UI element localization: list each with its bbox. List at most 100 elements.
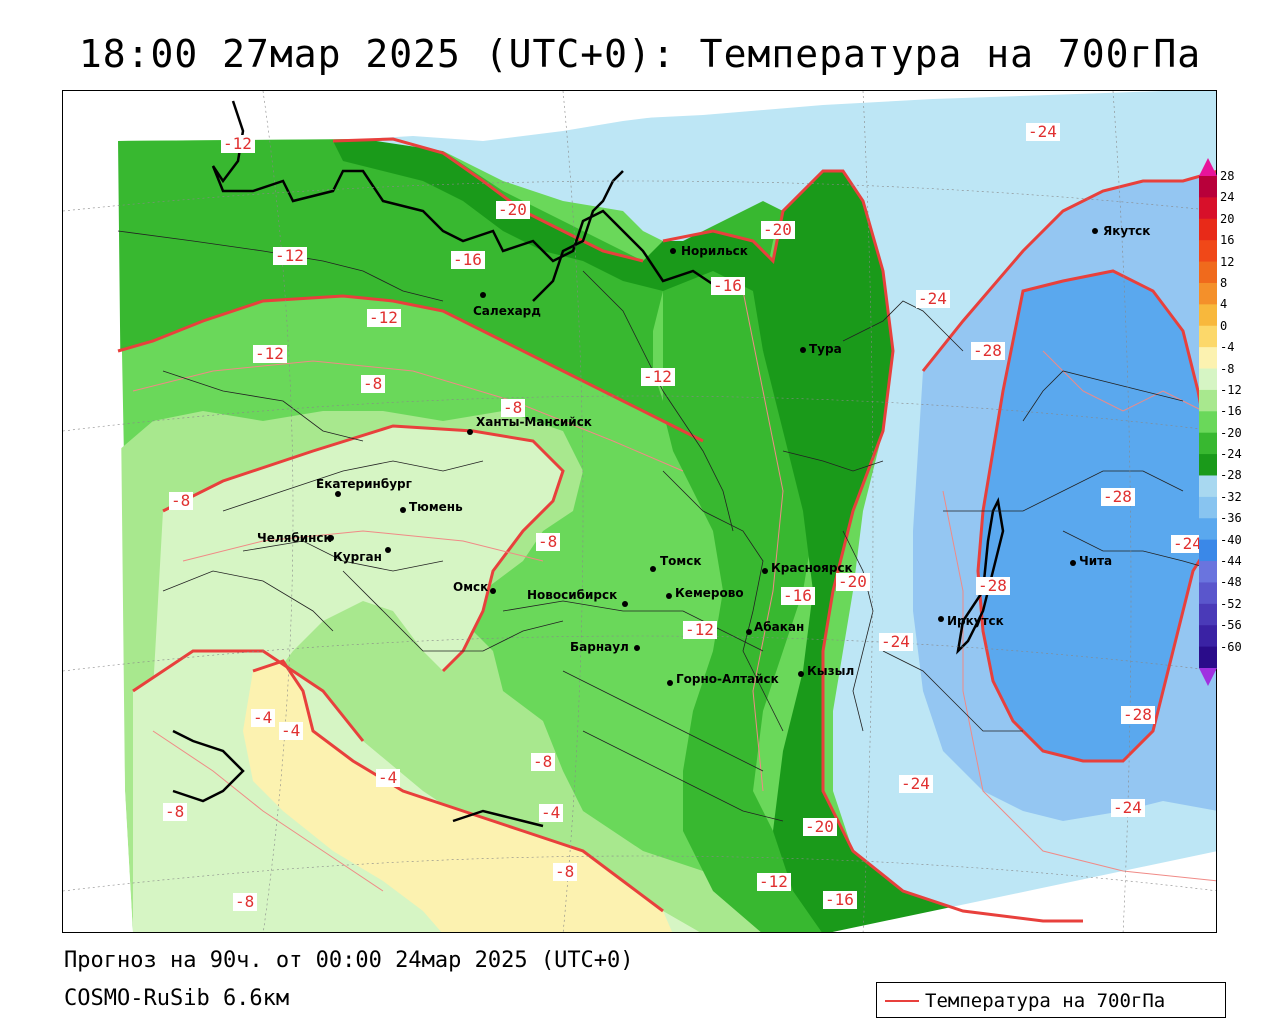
city-label: Кызыл bbox=[807, 664, 854, 678]
colorbar-tick-label: 4 bbox=[1220, 297, 1228, 312]
colorbar-swatch bbox=[1199, 325, 1217, 348]
city-label: Норильск bbox=[681, 244, 748, 258]
isotherm-label: -28 bbox=[1103, 487, 1132, 506]
colorbar-swatch bbox=[1199, 176, 1217, 198]
legend-label: Температура на 700гПа bbox=[925, 990, 1166, 1012]
city-yakutsk: Якутск bbox=[1092, 224, 1150, 238]
colorbar-tick-label: -60 bbox=[1220, 639, 1242, 654]
isotherm-label: -20 bbox=[763, 220, 792, 239]
isotherm-label: -8 bbox=[533, 752, 552, 771]
colorbar-swatch bbox=[1199, 603, 1217, 626]
colorbar-swatch bbox=[1199, 646, 1217, 669]
city-norilsk: Норильск bbox=[670, 244, 748, 258]
isotherm-label: -20 bbox=[805, 817, 834, 836]
isotherm-label: -8 bbox=[538, 532, 557, 551]
colorbar-tick-label: 16 bbox=[1220, 233, 1235, 248]
colorbar-swatch bbox=[1199, 454, 1217, 476]
forecast-info: Прогноз на 90ч. от 00:00 24мар 2025 (UTC… bbox=[64, 948, 634, 973]
colorbar-swatch bbox=[1199, 282, 1217, 305]
isotherm-label: -24 bbox=[901, 774, 930, 793]
isotherm-label-bg bbox=[1111, 799, 1145, 817]
isotherm-contours-minor bbox=[132, 290, 1216, 892]
city-irkutsk: Иркутск bbox=[938, 614, 1004, 628]
colorbar-swatch bbox=[1199, 304, 1217, 327]
isotherm-label: -24 bbox=[1113, 798, 1142, 817]
isotherm-label: -16 bbox=[713, 276, 742, 295]
city-label: Горно-Алтайск bbox=[676, 672, 779, 686]
isotherm-label-bg bbox=[899, 775, 933, 793]
isotherm-label-layer: -12-12-12-12-16-8-8-8-8-4-4-4-4-4-8-8-8-… bbox=[163, 122, 1205, 911]
isotherm-label-bg bbox=[976, 577, 1010, 595]
colorbar-swatch bbox=[1199, 518, 1217, 541]
isotherm-label-bg bbox=[451, 251, 485, 269]
isotherm-label-bg bbox=[641, 368, 675, 386]
field-medium-green-east bbox=[663, 201, 823, 932]
isotherm-label: -4 bbox=[378, 768, 397, 787]
isotherm-label-bg bbox=[683, 621, 717, 639]
colorbar-tick-label: -48 bbox=[1220, 575, 1242, 590]
colorbar: 28 24 20 16 12 8 4 0 -4 -8 -12 -16 -20 -24 -28 -32 -36 -4… bbox=[1198, 158, 1268, 698]
city-krasnoyarsk: Красноярск bbox=[762, 561, 853, 575]
model-name: COSMO-RuSib 6.6км bbox=[64, 986, 290, 1011]
colorbar-tick-label: 0 bbox=[1220, 318, 1228, 333]
city-barnaul: Барнаул bbox=[570, 640, 640, 654]
isotherm-label: -12 bbox=[275, 246, 304, 265]
isotherm-label: -12 bbox=[685, 620, 714, 639]
isotherm-label-bg bbox=[536, 533, 560, 551]
isotherm-label-bg bbox=[1026, 123, 1060, 141]
isotherm-label-bg bbox=[251, 709, 275, 727]
coastlines bbox=[172, 100, 1005, 828]
colorbar-swatch bbox=[1199, 561, 1217, 583]
isotherm-label: -24 bbox=[1028, 122, 1057, 141]
isotherm-label: -12 bbox=[759, 872, 788, 891]
isotherm-label-bg bbox=[376, 769, 400, 787]
colorbar-swatch bbox=[1199, 625, 1217, 648]
colorbar-tick-label: -36 bbox=[1220, 511, 1242, 526]
isotherm-label: -8 bbox=[171, 491, 190, 510]
colorbar-tick-label: -12 bbox=[1220, 382, 1242, 397]
isotherm-label-bg bbox=[757, 873, 791, 891]
colorbar-tick-label: -40 bbox=[1220, 532, 1242, 547]
isotherm-label-bg bbox=[803, 818, 837, 836]
city-label: Кемерово bbox=[675, 586, 744, 600]
isotherm-label: -24 bbox=[881, 632, 910, 651]
isotherm-label-bg bbox=[761, 221, 795, 239]
colorbar-swatch bbox=[1199, 432, 1217, 455]
isotherm-label: -4 bbox=[253, 708, 272, 727]
isotherm-label-bg bbox=[781, 587, 815, 605]
city-label: Курган bbox=[333, 550, 382, 564]
outside-domain-bottom bbox=[832, 851, 1216, 932]
city-label: Салехард bbox=[473, 304, 541, 318]
isotherm-label: -24 bbox=[918, 289, 947, 308]
isotherm-label: -8 bbox=[235, 892, 254, 911]
isotherm-label-bg bbox=[367, 309, 401, 327]
colorbar-tick-label: -44 bbox=[1220, 554, 1242, 569]
isotherm-label-bg bbox=[496, 201, 530, 219]
isotherm-label-bg bbox=[711, 277, 745, 295]
city-label: Абакан bbox=[754, 620, 804, 634]
isotherm-label-bg bbox=[279, 722, 303, 740]
colorbar-swatch bbox=[1199, 496, 1217, 519]
outside-domain-top bbox=[63, 91, 1216, 139]
colorbar-tick-label: -52 bbox=[1220, 596, 1242, 611]
city-label: Томск bbox=[660, 554, 702, 568]
isotherm-label: -12 bbox=[223, 134, 252, 153]
isotherm-label-bg bbox=[233, 893, 257, 911]
colorbar-tick-label: 28 bbox=[1220, 169, 1235, 183]
map-frame: Якутск Норильск Салехард Тура Ханты-Манс… bbox=[62, 90, 1217, 933]
city-khanty-mansiysk: Ханты-Мансийск bbox=[467, 415, 592, 435]
city-salekhard: Салехард bbox=[473, 292, 541, 318]
colorbar-swatch bbox=[1199, 539, 1217, 562]
city-kurgan: Курган bbox=[333, 547, 391, 564]
isotherm-label-bg bbox=[253, 345, 287, 363]
legend: Температура на 700гПа bbox=[876, 982, 1226, 1018]
city-label: Екатеринбург bbox=[316, 477, 412, 491]
isotherm-label-bg bbox=[971, 342, 1005, 360]
colorbar-swatch bbox=[1199, 218, 1217, 241]
isotherm-label-bg bbox=[553, 863, 577, 881]
city-label: Барнаул bbox=[570, 640, 629, 654]
isotherm-label: -16 bbox=[783, 586, 812, 605]
city-novosibirsk: Новосибирск bbox=[527, 588, 628, 607]
isotherm-label: -28 bbox=[973, 341, 1002, 360]
city-kyzyl: Кызыл bbox=[798, 664, 854, 678]
